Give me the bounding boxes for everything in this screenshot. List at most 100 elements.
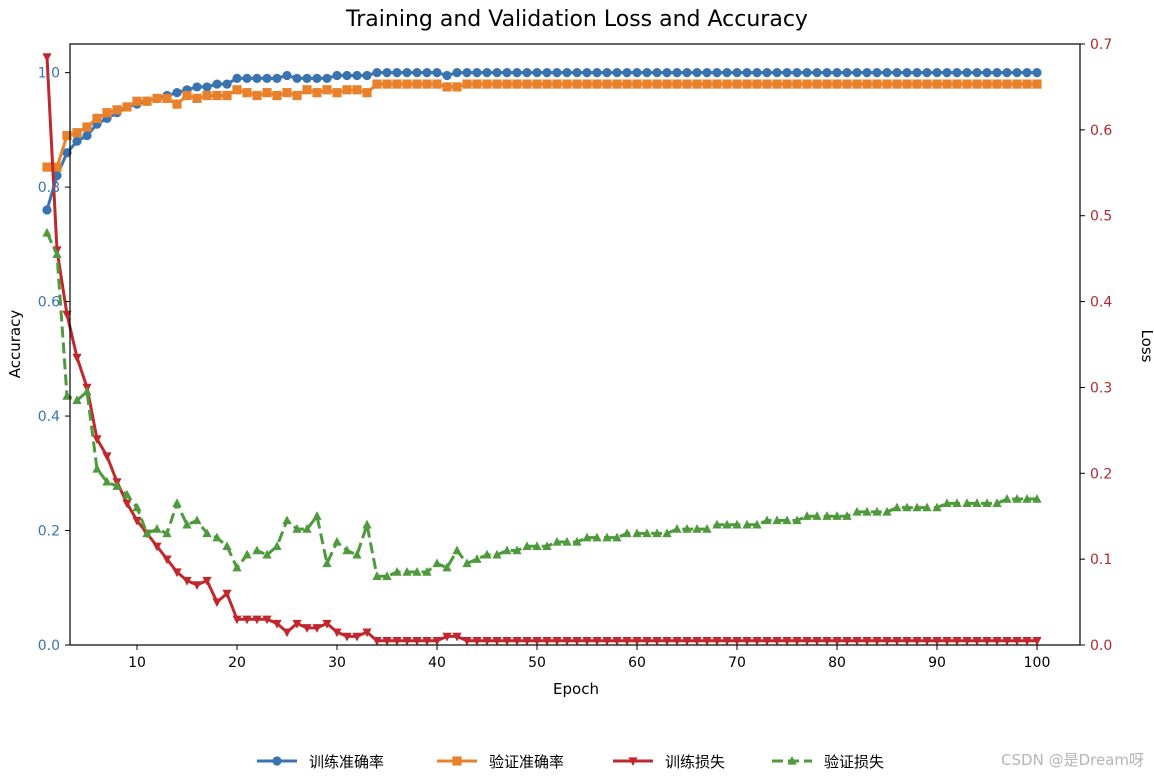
data-point bbox=[482, 68, 492, 78]
data-point bbox=[102, 452, 112, 462]
data-point bbox=[752, 637, 762, 646]
data-point bbox=[642, 528, 652, 538]
data-point bbox=[462, 558, 472, 568]
y-right-tick-label: 0.6 bbox=[1090, 123, 1112, 139]
data-point bbox=[302, 73, 312, 83]
data-point bbox=[942, 79, 952, 89]
data-point bbox=[502, 545, 512, 555]
series-line bbox=[45, 56, 1037, 643]
data-point bbox=[72, 395, 82, 404]
data-point bbox=[902, 637, 912, 646]
data-point bbox=[982, 498, 992, 508]
data-point bbox=[372, 68, 382, 78]
data-point bbox=[712, 68, 722, 78]
axes-layer: 10 20 30 40 50 60 70 80 90 100 0.0 0.2 0.4 0.6 0.8 1.0 0… bbox=[38, 37, 1113, 671]
data-point bbox=[362, 519, 372, 529]
data-point bbox=[722, 519, 732, 529]
data-point bbox=[962, 637, 972, 646]
data-point bbox=[752, 79, 762, 89]
data-point bbox=[842, 79, 852, 89]
data-point bbox=[492, 79, 502, 89]
data-point bbox=[832, 79, 842, 89]
data-point bbox=[412, 637, 422, 646]
plot-frame bbox=[69, 43, 1081, 646]
data-point bbox=[202, 528, 212, 538]
data-point bbox=[532, 79, 542, 89]
data-point bbox=[772, 637, 782, 646]
data-point bbox=[632, 79, 642, 89]
data-point bbox=[322, 73, 332, 83]
data-point bbox=[862, 506, 872, 516]
data-point bbox=[552, 68, 562, 78]
data-point bbox=[792, 515, 802, 525]
legend-label: 验证损失 bbox=[824, 753, 884, 771]
data-point bbox=[432, 68, 442, 78]
data-point bbox=[142, 528, 152, 538]
data-point bbox=[62, 390, 72, 400]
data-point bbox=[182, 576, 192, 586]
y-left-tick-label: 0.6 bbox=[38, 295, 60, 311]
data-point bbox=[802, 637, 812, 646]
series-2 bbox=[42, 79, 1042, 172]
x-tick-label: 50 bbox=[528, 655, 546, 671]
data-point bbox=[162, 93, 172, 103]
data-point bbox=[762, 79, 772, 89]
x-axis-label: Epoch bbox=[553, 680, 599, 698]
data-point bbox=[812, 68, 822, 78]
data-point bbox=[152, 542, 162, 552]
y-left-tick-label: 0.2 bbox=[38, 524, 60, 540]
data-point bbox=[462, 79, 472, 89]
data-point bbox=[802, 79, 812, 89]
data-point bbox=[112, 105, 122, 115]
data-point bbox=[72, 136, 82, 146]
data-point bbox=[642, 68, 652, 78]
data-point bbox=[62, 130, 72, 141]
data-point bbox=[672, 524, 682, 533]
data-point bbox=[272, 73, 282, 83]
data-point bbox=[632, 68, 642, 78]
data-point bbox=[802, 68, 812, 78]
data-point bbox=[452, 68, 462, 78]
data-point bbox=[732, 637, 742, 646]
data-point bbox=[472, 79, 482, 89]
data-point bbox=[222, 90, 232, 101]
data-point bbox=[452, 82, 462, 92]
data-point bbox=[992, 79, 1002, 89]
data-point bbox=[212, 532, 222, 542]
data-point bbox=[352, 85, 362, 95]
data-point bbox=[302, 85, 312, 95]
data-point bbox=[592, 637, 602, 646]
data-point bbox=[332, 628, 342, 638]
data-point bbox=[422, 79, 432, 89]
data-point bbox=[882, 79, 892, 89]
data-point bbox=[192, 93, 202, 103]
legend-item: 验证损失 bbox=[772, 753, 884, 771]
data-point bbox=[242, 88, 252, 98]
data-point bbox=[832, 68, 842, 78]
data-point bbox=[822, 79, 832, 89]
data-point bbox=[722, 637, 732, 646]
watermark: CSDN @是Dream呀 bbox=[1001, 751, 1144, 769]
data-point bbox=[612, 68, 622, 78]
data-point bbox=[602, 79, 612, 89]
data-point bbox=[122, 102, 132, 112]
data-point bbox=[522, 637, 532, 646]
data-point bbox=[772, 68, 782, 78]
data-point bbox=[82, 386, 92, 396]
x-tick-label: 10 bbox=[128, 655, 146, 671]
data-point bbox=[402, 566, 412, 576]
data-point bbox=[942, 498, 952, 508]
data-point bbox=[892, 79, 902, 89]
data-point bbox=[372, 79, 382, 89]
data-point bbox=[472, 68, 482, 78]
data-point bbox=[962, 498, 972, 508]
data-point bbox=[622, 637, 632, 646]
data-point bbox=[272, 90, 282, 101]
data-point bbox=[342, 70, 352, 81]
data-point bbox=[72, 128, 82, 138]
data-point bbox=[432, 558, 442, 568]
data-point bbox=[602, 68, 612, 78]
data-point bbox=[252, 615, 262, 625]
data-point bbox=[682, 524, 692, 533]
data-point bbox=[592, 68, 602, 78]
